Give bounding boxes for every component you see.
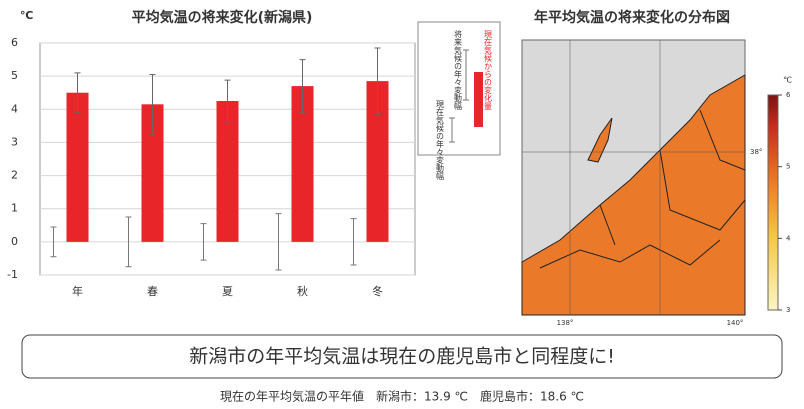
- y-tick-label: 3: [11, 135, 18, 148]
- footnote: 現在の年平均気温の平年値 新潟市：13.9 ℃ 鹿児島市：18.6 ℃: [220, 389, 584, 404]
- error-bar: [224, 79, 231, 123]
- bar: [216, 101, 239, 242]
- y-tick-label: 1: [11, 202, 18, 215]
- error-bar: [74, 72, 81, 114]
- error-bar: [200, 223, 207, 261]
- y-tick-label: 2: [11, 169, 18, 182]
- colorbar-tick-label: 3: [786, 306, 790, 314]
- bar: [66, 92, 89, 242]
- colorbar-tick-label: 5: [786, 163, 790, 171]
- legend-box: [417, 21, 501, 156]
- banner-box: [21, 334, 783, 379]
- legend-change: 現在気候からの変化量: [484, 30, 493, 110]
- y-tick-label: 4: [11, 102, 18, 115]
- legend-future-var: 将来気候の年々変動幅: [454, 29, 463, 111]
- colorbar-tick-label: 4: [786, 234, 791, 242]
- y-tick-label: 5: [11, 69, 18, 82]
- error-bar: [299, 59, 306, 114]
- bar: [141, 104, 164, 242]
- chart-title: 平均気温の将来変化(新潟県): [132, 9, 313, 26]
- y-tick-label: 6: [11, 36, 18, 49]
- error-bar: [350, 218, 357, 266]
- map-land: [521, 74, 746, 316]
- error-bar: [149, 73, 156, 135]
- lat-label: 38°: [750, 148, 762, 156]
- y-unit: ℃: [20, 9, 33, 22]
- map-borders: [539, 109, 746, 269]
- y-tick-label: -1: [7, 268, 18, 281]
- x-tick-label: 年: [72, 284, 83, 298]
- bar: [366, 81, 389, 242]
- x-tick-label: 秋: [297, 284, 308, 298]
- legend-present-var: 現在気候の年々変動幅: [436, 100, 445, 181]
- map-title: 年平均気温の将来変化の分布図: [534, 9, 730, 26]
- colorbar-unit: ℃: [783, 76, 792, 85]
- colorbar-tick-label: 6: [786, 91, 791, 99]
- error-bar: [50, 226, 57, 258]
- lon-label: 138°: [557, 319, 574, 327]
- lon-label: 140°: [727, 319, 744, 327]
- error-bar: [374, 47, 381, 115]
- map-graticule: [522, 40, 745, 315]
- x-tick-label: 夏: [222, 285, 233, 298]
- error-bar: [275, 213, 282, 271]
- x-tick-label: 春: [147, 285, 158, 298]
- bar: [291, 86, 314, 242]
- colorbar: [767, 94, 779, 311]
- error-bar: [125, 216, 132, 268]
- y-tick-label: 0: [11, 235, 18, 248]
- map-island: [587, 117, 613, 163]
- legend-bar: [474, 72, 483, 127]
- banner: 新潟市の年平均気温は現在の鹿児島市と同程度に!: [189, 346, 615, 368]
- x-tick-label: 冬: [372, 284, 383, 298]
- legend-error-symbols: [449, 49, 469, 143]
